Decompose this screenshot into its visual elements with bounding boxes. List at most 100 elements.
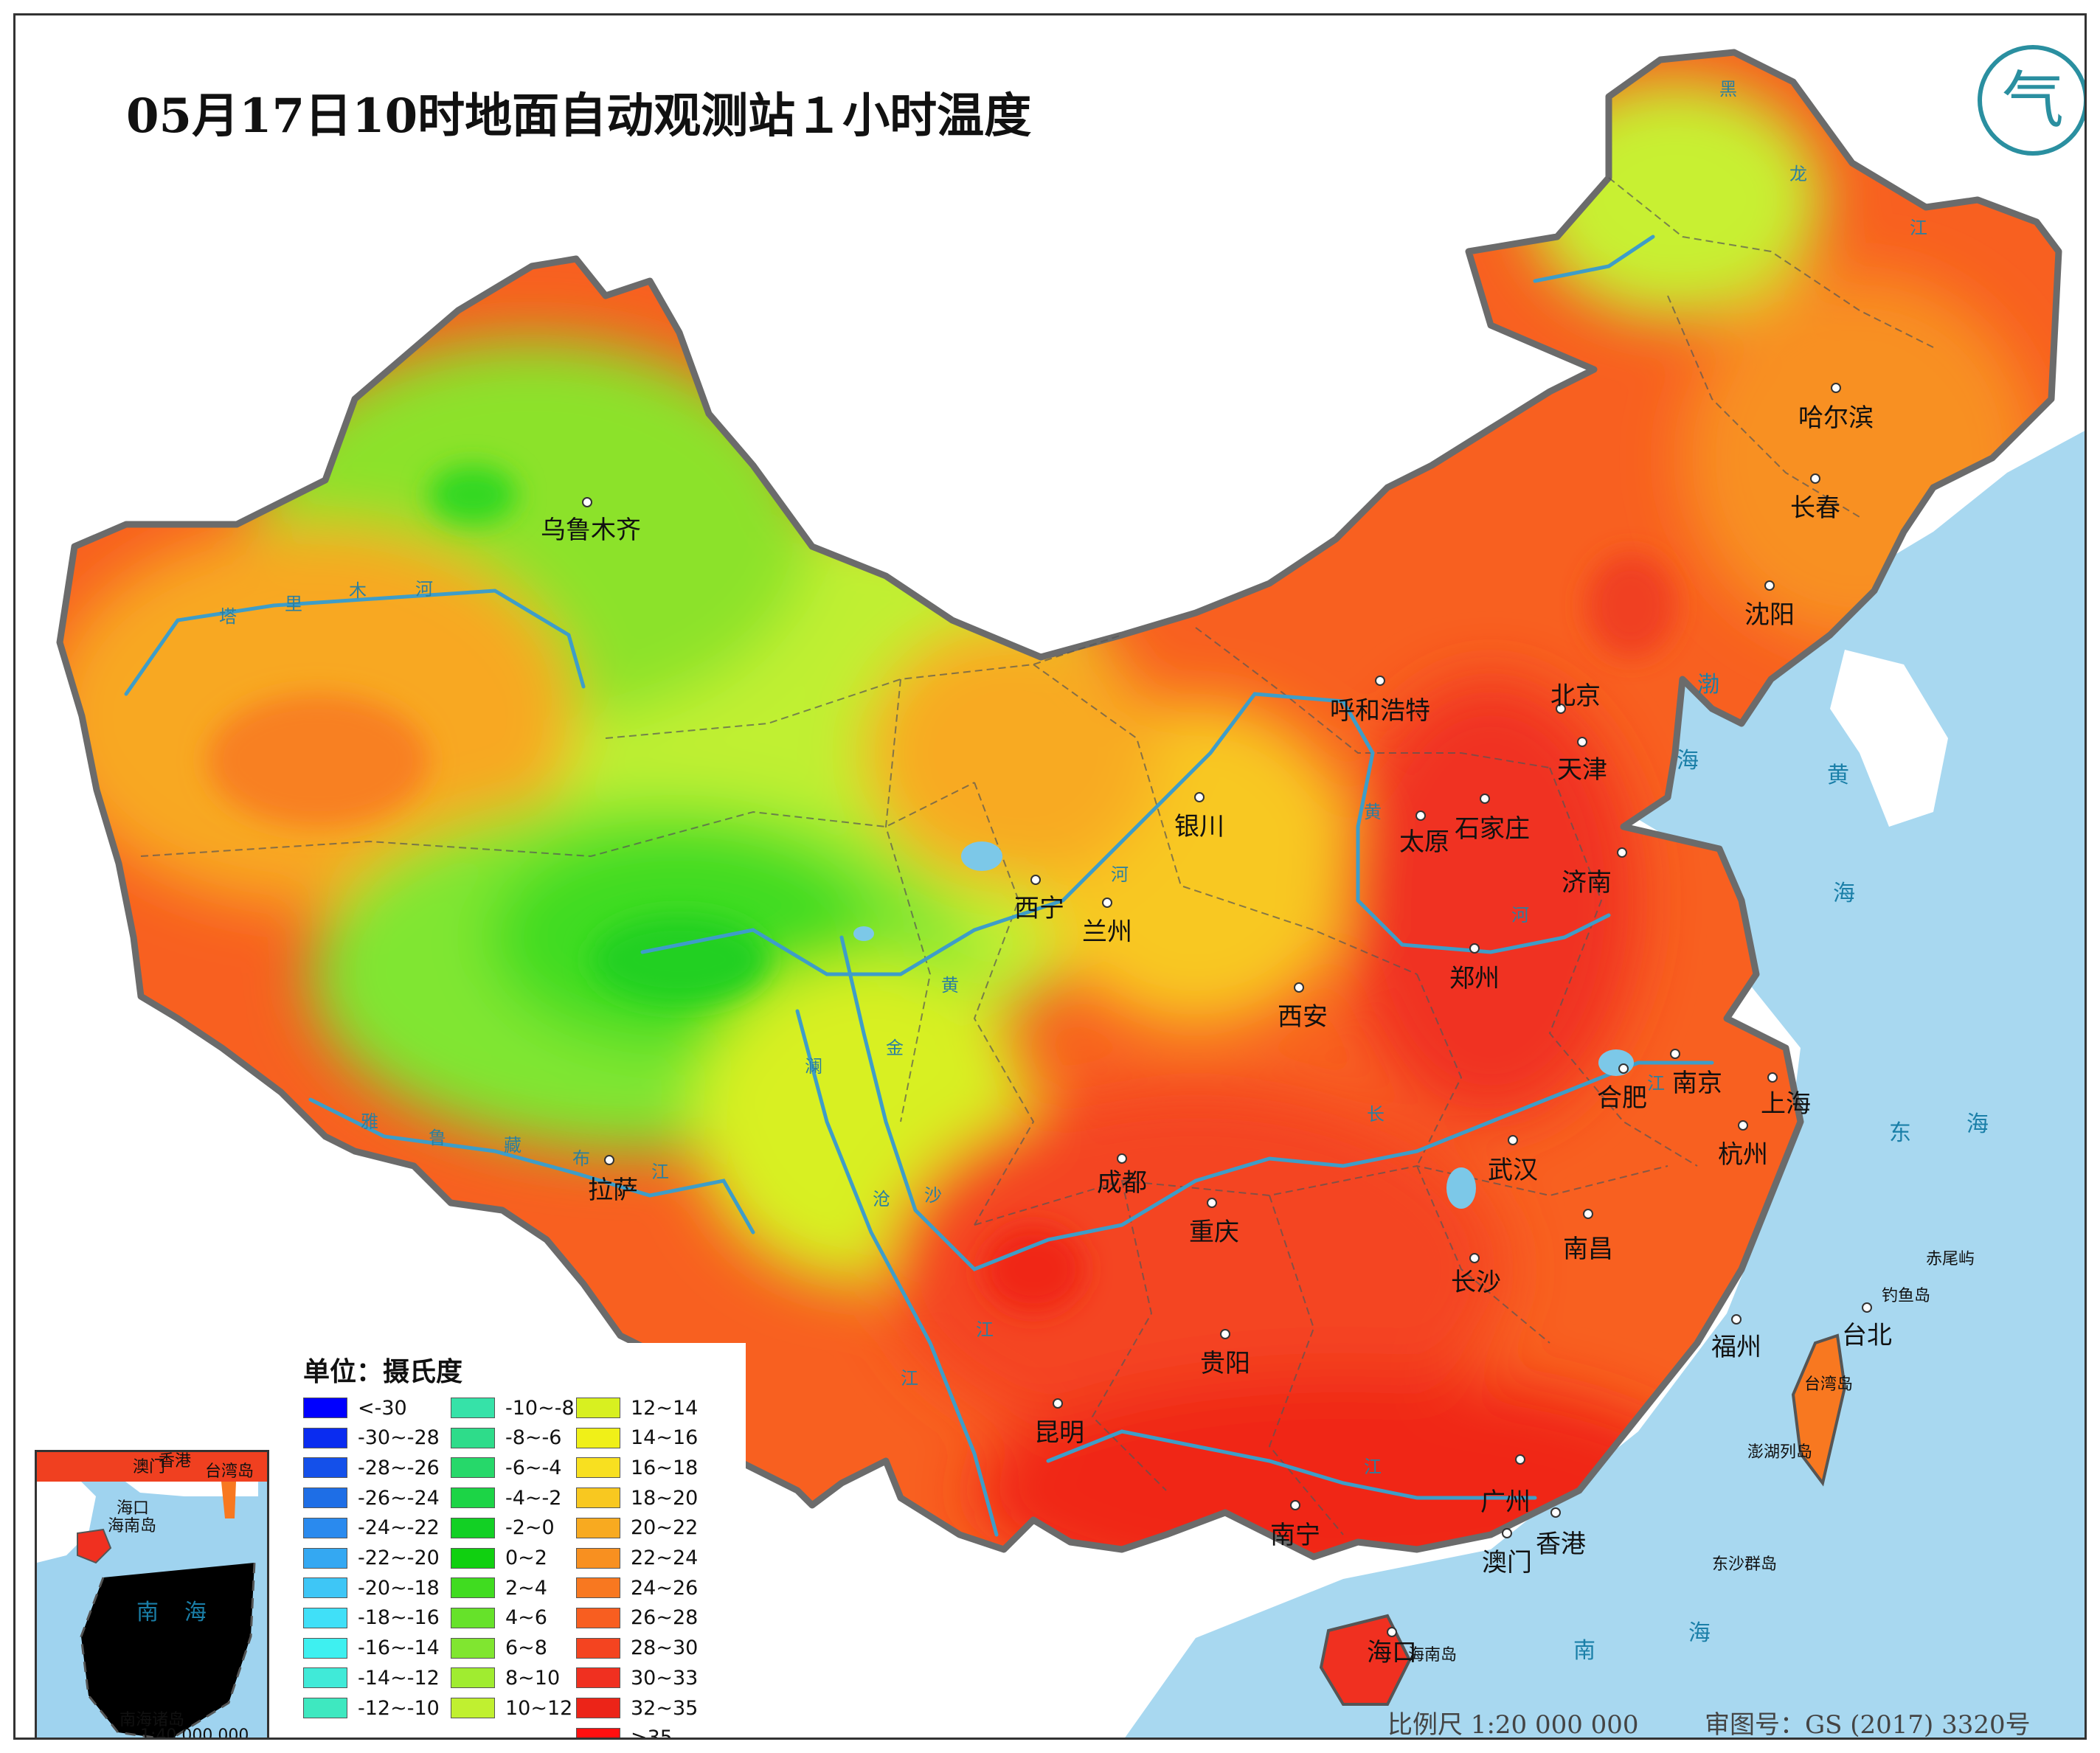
legend-item: 8~10: [451, 1665, 560, 1691]
city-macau: 澳门: [1482, 1548, 1532, 1577]
river-jinsha-1: 金: [886, 1038, 904, 1058]
legend-label: -2~0: [505, 1516, 555, 1540]
map-frame: 05月17日10时地面自动观测站１小时温度 气 乌鲁木齐 哈尔滨 长春 沈阳 北…: [13, 13, 2087, 1740]
legend-swatch: [451, 1517, 495, 1538]
legend-item: -6~-4: [451, 1454, 561, 1481]
legend-swatch: [451, 1607, 495, 1628]
legend-item: 30~33: [576, 1665, 698, 1691]
legend-item: 0~2: [451, 1545, 547, 1572]
city-dot-hongkong: [1550, 1507, 1561, 1518]
river-heilong-3: 江: [1910, 218, 1927, 238]
legend-item: 2~4: [451, 1575, 547, 1601]
city-nanning: 南宁: [1270, 1521, 1320, 1550]
city-dot-harbin: [1831, 383, 1841, 393]
legend-swatch: [303, 1637, 347, 1659]
city-nanjing: 南京: [1672, 1069, 1722, 1098]
legend-label: -10~-8: [505, 1396, 575, 1420]
city-dot-hangzhou: [1738, 1120, 1748, 1131]
legend-swatch: [303, 1698, 347, 1718]
map-title: 05月17日10时地面自动观测站１小时温度: [126, 88, 1032, 144]
city-harbin: 哈尔滨: [1798, 403, 1874, 433]
city-lanzhou: 兰州: [1082, 917, 1132, 947]
inset-taiwan: 台湾岛: [205, 1462, 254, 1481]
city-dot-changchun: [1810, 473, 1820, 484]
legend-unit-label: 单位：摄氏度: [303, 1357, 463, 1387]
river-yellow-2: 河: [1111, 864, 1129, 885]
legend-swatch: [303, 1667, 347, 1689]
city-dot-haikou: [1387, 1627, 1397, 1637]
inset-scale: 1:40 000 000: [140, 1726, 249, 1740]
river-tarim-3: 木: [349, 580, 367, 601]
river-yarlung-5: 江: [651, 1162, 669, 1182]
river-yarlung-4: 布: [572, 1148, 590, 1169]
city-yinchuan: 银川: [1174, 812, 1224, 841]
city-zhengzhou: 郑州: [1449, 964, 1500, 993]
cma-logo-icon: 气: [1978, 45, 2085, 156]
inset-xianggang: 香港: [159, 1452, 192, 1471]
city-hohhot: 呼和浩特: [1330, 696, 1430, 726]
legend-item: <-30: [303, 1395, 407, 1421]
city-dot-lanzhou: [1102, 898, 1112, 908]
legend-label: 18~20: [631, 1486, 699, 1510]
city-hongkong: 香港: [1536, 1530, 1586, 1559]
sea-bohai-1: 渤: [1697, 672, 1719, 698]
sea-nanhai-1: 南: [1573, 1638, 1595, 1664]
city-taiyuan: 太原: [1399, 827, 1449, 857]
river-yellow-3: 黄: [1364, 802, 1382, 822]
legend-item: 18~20: [576, 1485, 698, 1511]
inset-map: [37, 1452, 267, 1738]
legend-item: 16~18: [576, 1454, 698, 1481]
legend-label: -30~-28: [358, 1426, 440, 1450]
sea-bohai-2: 海: [1677, 748, 1699, 774]
river-yangtze-2: 江: [1647, 1073, 1665, 1094]
legend-label: 26~28: [631, 1606, 699, 1630]
legend-label: -28~-26: [358, 1456, 440, 1479]
logo-glyph: 气: [2001, 64, 2064, 136]
river-jinsha-2: 沙: [924, 1185, 942, 1206]
inset-nanhai-islands: 南海诸岛: [119, 1711, 185, 1729]
city-chongqing: 重庆: [1189, 1218, 1239, 1247]
legend-label: 32~35: [631, 1696, 699, 1720]
city-taipei: 台北: [1842, 1321, 1892, 1350]
island-chiwei: 赤尾屿: [1926, 1250, 1975, 1268]
river-tarim-4: 河: [415, 579, 433, 600]
city-dot-hohhot: [1375, 676, 1385, 686]
legend-item: -10~-8: [451, 1395, 575, 1421]
legend-swatch: [576, 1607, 620, 1628]
legend-label: >35: [631, 1726, 673, 1740]
legend-item: -8~-6: [451, 1425, 561, 1451]
river-yellow-1: 黄: [941, 975, 959, 996]
legend-swatch: [451, 1637, 495, 1659]
legend-swatch: [576, 1667, 620, 1689]
city-dot-chengdu: [1117, 1153, 1127, 1164]
city-dot-guangzhou: [1515, 1454, 1525, 1465]
city-dot-taiyuan: [1415, 810, 1426, 821]
legend-swatch: [576, 1698, 620, 1718]
legend-label: 0~2: [505, 1547, 547, 1569]
legend-label: 12~14: [631, 1396, 699, 1420]
river-yarlung-2: 鲁: [429, 1128, 446, 1148]
city-hangzhou: 杭州: [1718, 1140, 1768, 1170]
legend-swatch: [303, 1488, 347, 1509]
river-yangtze-1: 长: [1367, 1104, 1385, 1125]
city-beijing: 北京: [1550, 681, 1601, 711]
city-xian: 西安: [1278, 1002, 1328, 1032]
city-chengdu: 成都: [1097, 1168, 1147, 1198]
legend-swatch: [576, 1547, 620, 1569]
city-dot-changsha: [1469, 1253, 1480, 1263]
legend-item: 10~12: [451, 1695, 572, 1721]
legend-label: 28~30: [631, 1636, 699, 1660]
legend-item: 14~16: [576, 1425, 698, 1451]
city-dot-lhasa: [604, 1155, 614, 1165]
legend-item: -26~-24: [303, 1485, 440, 1511]
legend-label: 14~16: [631, 1426, 699, 1450]
city-guiyang: 贵阳: [1200, 1349, 1250, 1378]
city-dot-hefei: [1618, 1063, 1629, 1074]
city-dot-tianjin: [1577, 737, 1587, 747]
legend-item: 32~35: [576, 1695, 698, 1721]
legend-item: -16~-14: [303, 1635, 440, 1662]
legend-swatch: [303, 1398, 347, 1418]
sea-huanghai-2: 海: [1833, 881, 1855, 906]
legend-item: 22~24: [576, 1545, 698, 1572]
legend-item: -14~-12: [303, 1665, 440, 1691]
